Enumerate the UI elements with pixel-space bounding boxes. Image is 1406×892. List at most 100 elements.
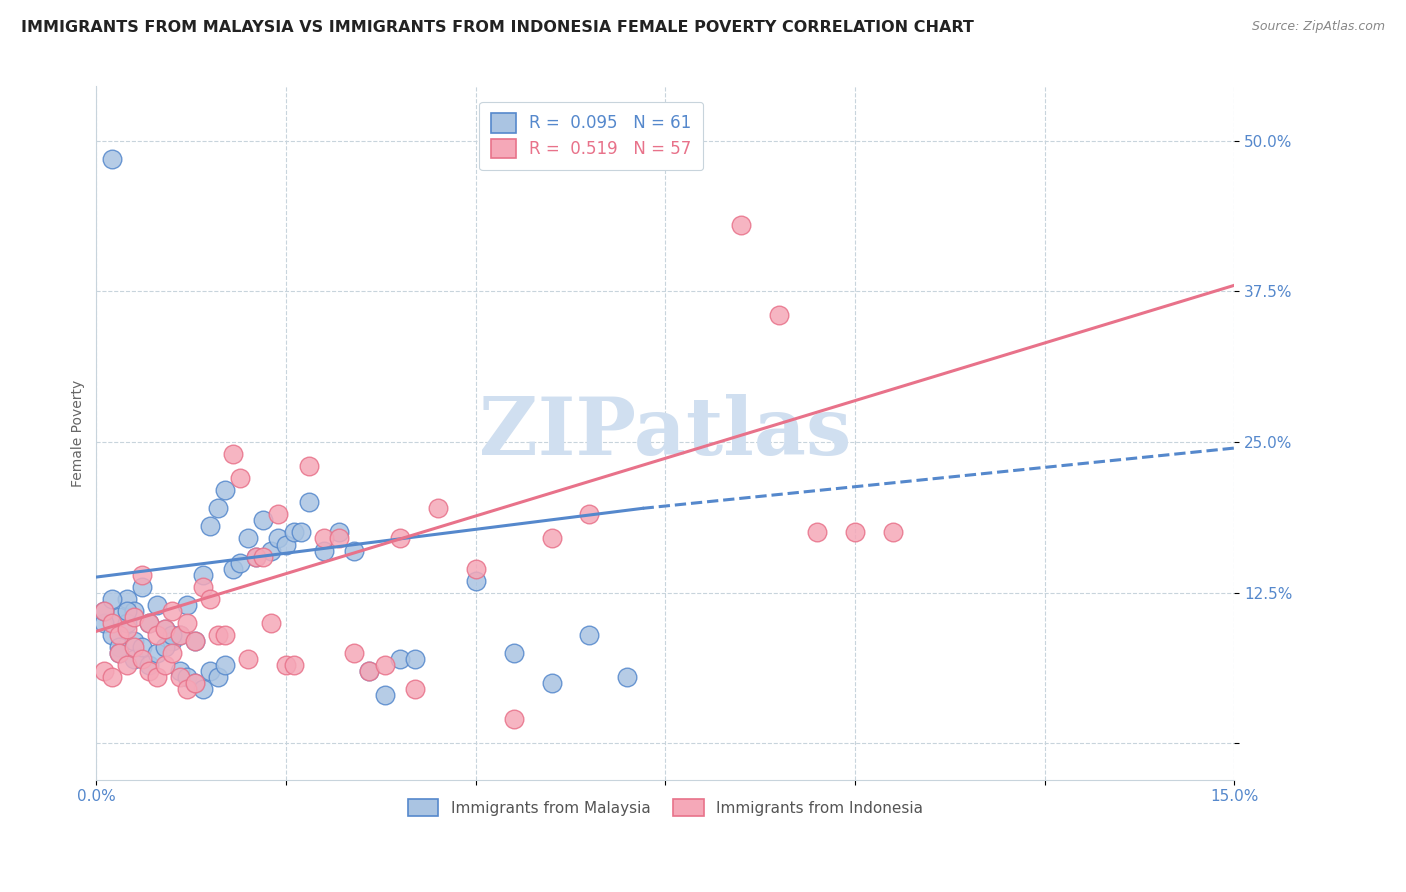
Point — [222, 447, 245, 461]
Point — [176, 615, 198, 630]
Point — [100, 628, 122, 642]
Point — [184, 634, 207, 648]
Point — [93, 664, 115, 678]
Point — [198, 519, 221, 533]
Point — [283, 525, 305, 540]
Point — [260, 543, 283, 558]
Point — [124, 640, 146, 654]
Point — [252, 513, 274, 527]
Point — [93, 615, 115, 630]
Y-axis label: Female Poverty: Female Poverty — [72, 379, 86, 487]
Point — [108, 646, 131, 660]
Point — [768, 309, 790, 323]
Point — [806, 525, 828, 540]
Point — [115, 604, 138, 618]
Point — [108, 610, 131, 624]
Point — [160, 604, 183, 618]
Point — [184, 676, 207, 690]
Point — [198, 591, 221, 606]
Point — [252, 549, 274, 564]
Point — [464, 574, 486, 588]
Point — [153, 622, 176, 636]
Point — [131, 640, 153, 654]
Point — [540, 676, 562, 690]
Point — [283, 658, 305, 673]
Point — [198, 664, 221, 678]
Point — [131, 652, 153, 666]
Point — [578, 628, 600, 642]
Point — [146, 670, 169, 684]
Point — [146, 628, 169, 642]
Point — [540, 532, 562, 546]
Point — [267, 532, 290, 546]
Point — [214, 658, 236, 673]
Point — [184, 676, 207, 690]
Point — [108, 628, 131, 642]
Point — [169, 628, 191, 642]
Point — [93, 604, 115, 618]
Point — [359, 664, 381, 678]
Point — [343, 543, 366, 558]
Point — [191, 567, 214, 582]
Point — [138, 664, 160, 678]
Point — [138, 615, 160, 630]
Point — [229, 556, 252, 570]
Point — [100, 615, 122, 630]
Point — [131, 567, 153, 582]
Point — [290, 525, 312, 540]
Point — [176, 670, 198, 684]
Point — [328, 532, 350, 546]
Point — [191, 580, 214, 594]
Point — [298, 459, 321, 474]
Point — [191, 682, 214, 697]
Point — [404, 652, 426, 666]
Point — [502, 646, 524, 660]
Point — [214, 483, 236, 498]
Point — [169, 664, 191, 678]
Point — [359, 664, 381, 678]
Point — [267, 508, 290, 522]
Point — [730, 218, 752, 232]
Point — [374, 688, 396, 702]
Point — [882, 525, 904, 540]
Point — [229, 471, 252, 485]
Point — [236, 532, 259, 546]
Point — [138, 615, 160, 630]
Point — [131, 580, 153, 594]
Point — [115, 591, 138, 606]
Point — [388, 652, 411, 666]
Point — [184, 634, 207, 648]
Point — [160, 634, 183, 648]
Point — [176, 598, 198, 612]
Point — [100, 670, 122, 684]
Point — [260, 615, 283, 630]
Point — [207, 628, 229, 642]
Point — [100, 591, 122, 606]
Point — [153, 658, 176, 673]
Point — [312, 543, 335, 558]
Point — [115, 615, 138, 630]
Point — [138, 658, 160, 673]
Point — [298, 495, 321, 509]
Point — [328, 525, 350, 540]
Point — [169, 670, 191, 684]
Point — [426, 501, 449, 516]
Point — [245, 549, 267, 564]
Point — [214, 628, 236, 642]
Legend: Immigrants from Malaysia, Immigrants from Indonesia: Immigrants from Malaysia, Immigrants fro… — [401, 791, 931, 824]
Point — [108, 646, 131, 660]
Point — [153, 640, 176, 654]
Point — [207, 670, 229, 684]
Point — [146, 646, 169, 660]
Point — [274, 658, 297, 673]
Text: Source: ZipAtlas.com: Source: ZipAtlas.com — [1251, 20, 1385, 33]
Point — [578, 508, 600, 522]
Point — [124, 634, 146, 648]
Point — [245, 549, 267, 564]
Point — [124, 604, 146, 618]
Point — [160, 628, 183, 642]
Point — [124, 652, 146, 666]
Point — [616, 670, 638, 684]
Point — [169, 628, 191, 642]
Point — [160, 646, 183, 660]
